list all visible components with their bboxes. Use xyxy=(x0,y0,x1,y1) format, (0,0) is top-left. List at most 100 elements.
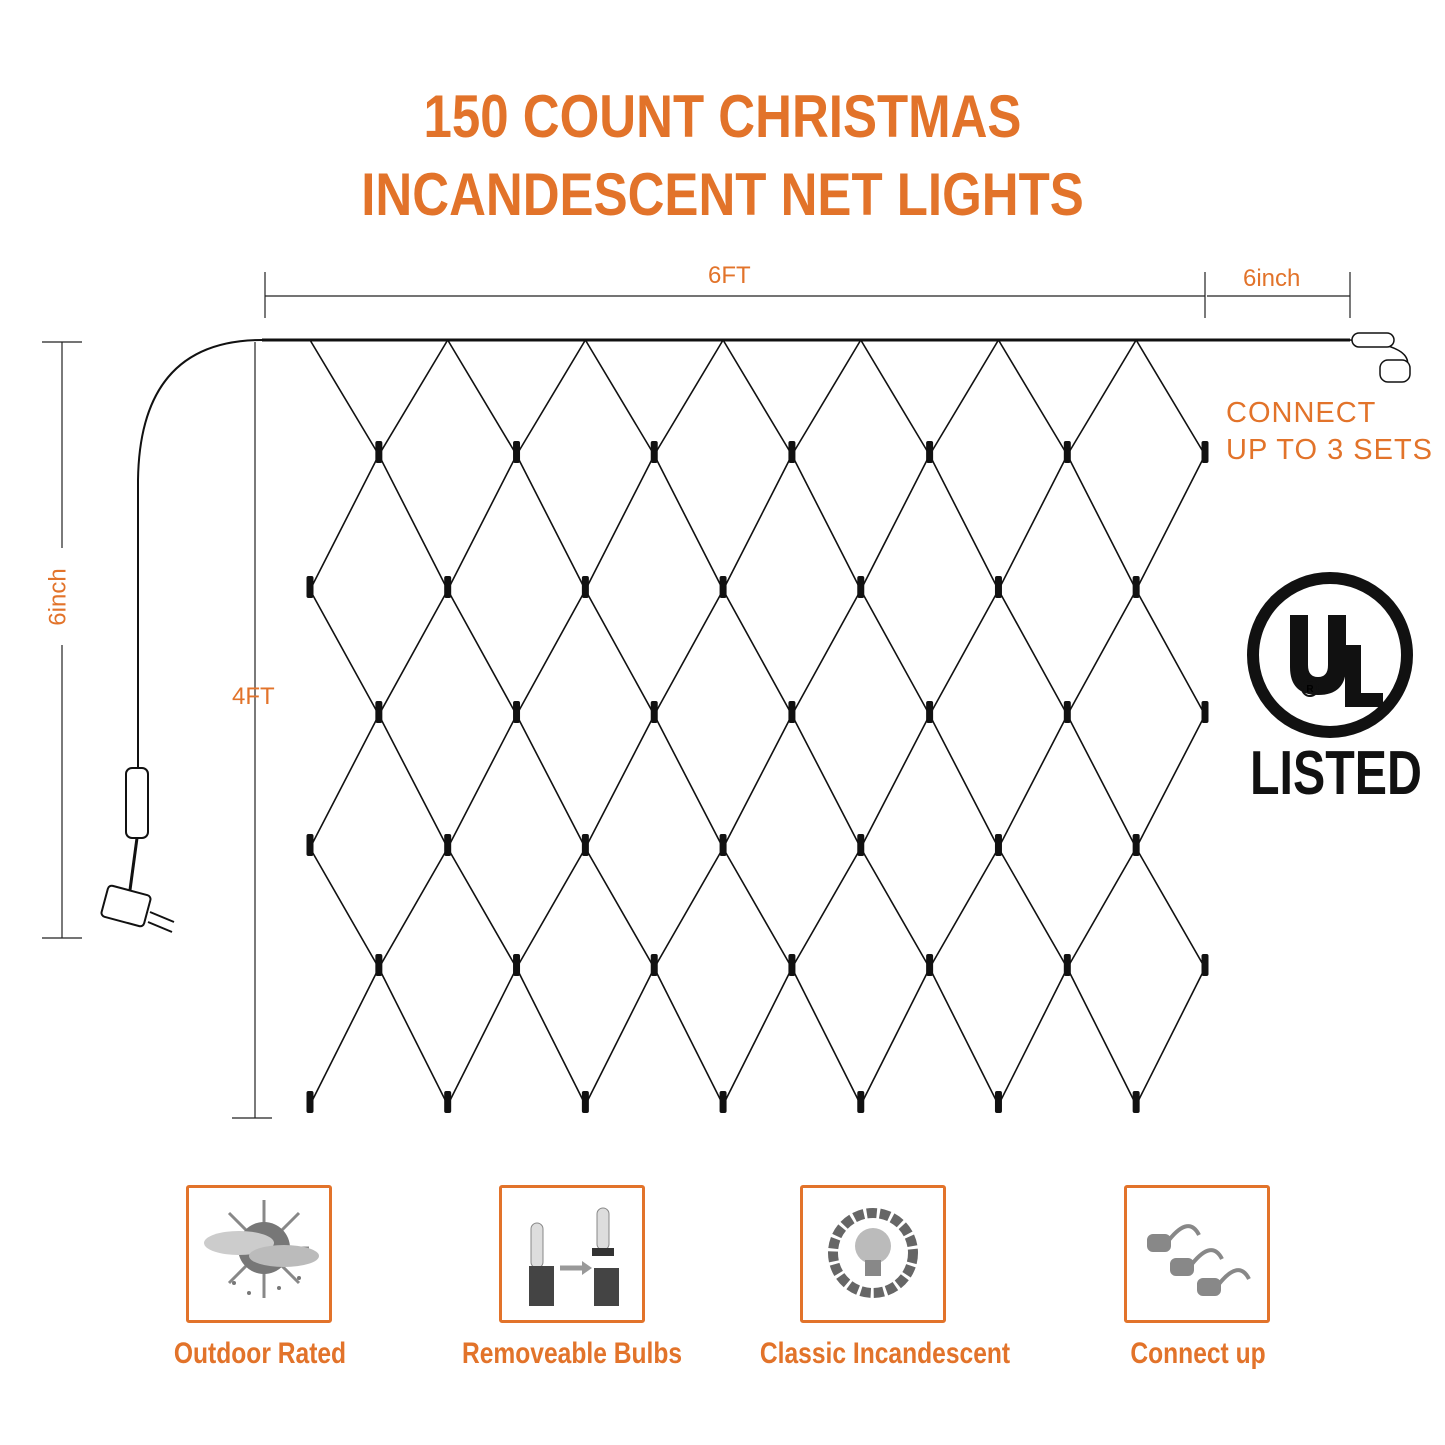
end-connector xyxy=(1351,332,1395,348)
bulb xyxy=(581,1091,589,1113)
lightbulb-icon xyxy=(828,1208,918,1298)
plug-cord xyxy=(128,837,139,891)
net-wire xyxy=(584,847,655,969)
net-wire xyxy=(860,847,931,969)
bulb xyxy=(650,441,658,463)
feature-classic-incandescent xyxy=(800,1185,946,1323)
net-wire xyxy=(515,714,587,849)
net-wire xyxy=(515,967,587,1106)
bulb xyxy=(857,576,865,598)
net-wire xyxy=(309,967,380,1106)
net-wire xyxy=(515,454,587,591)
bulb xyxy=(1063,441,1071,463)
bulb xyxy=(650,954,658,976)
bulb xyxy=(1132,1091,1140,1113)
bulb xyxy=(375,441,383,463)
feature-connect-up xyxy=(1124,1185,1270,1323)
net-wire xyxy=(446,589,518,716)
net-wire xyxy=(928,847,1000,969)
net-wire xyxy=(309,589,380,716)
bulb xyxy=(306,1091,314,1113)
net-wire xyxy=(584,967,655,1106)
title-line-2: INCANDESCENT NET LIGHTS xyxy=(361,161,1084,228)
height-dimension-label: 4FT xyxy=(232,683,275,710)
bulb xyxy=(375,701,383,723)
net-wire xyxy=(860,714,931,849)
female-plug-icon xyxy=(1379,359,1411,383)
bulb xyxy=(1132,576,1140,598)
feature-label-removeable-bulbs: Removeable Bulbs xyxy=(461,1337,683,1370)
net-wire xyxy=(722,454,793,591)
net-wire xyxy=(1135,847,1206,969)
net-wire xyxy=(653,847,724,969)
bulb xyxy=(788,441,796,463)
bulb xyxy=(857,834,865,856)
net-wire xyxy=(791,714,862,849)
bulb xyxy=(513,441,521,463)
net-wire xyxy=(928,714,1000,849)
net-wire xyxy=(1135,967,1206,1106)
net-wire xyxy=(515,847,587,969)
male-plug-icon xyxy=(100,884,152,928)
net-wire xyxy=(653,339,724,456)
inline-connector xyxy=(125,767,149,839)
bulb xyxy=(994,576,1002,598)
bulb xyxy=(1132,834,1140,856)
net-wire xyxy=(997,339,1068,456)
net-wire xyxy=(515,589,587,716)
bulb xyxy=(719,576,727,598)
bulb xyxy=(1063,954,1071,976)
svg-text:R: R xyxy=(1306,684,1314,695)
bulb xyxy=(926,954,934,976)
net-wire xyxy=(584,454,655,591)
net-wire xyxy=(860,589,931,716)
feature-label-outdoor-rated: Outdoor Rated xyxy=(173,1337,347,1370)
bulb xyxy=(581,576,589,598)
net-wire xyxy=(584,339,655,456)
net-wire xyxy=(378,967,449,1106)
net-wire xyxy=(997,967,1069,1106)
net-wire xyxy=(860,339,931,456)
connect-note-line-1: CONNECT xyxy=(1226,397,1377,429)
net-wire xyxy=(1066,967,1137,1106)
net-wire xyxy=(722,589,793,716)
net-wire xyxy=(928,967,1000,1106)
bulb xyxy=(306,834,314,856)
net-wire xyxy=(1066,714,1137,849)
bulb xyxy=(306,576,314,598)
title-line-1: 150 COUNT CHRISTMAS xyxy=(423,83,1022,150)
net-wire xyxy=(309,339,380,456)
net-wire xyxy=(997,589,1069,716)
net-wire xyxy=(309,454,380,591)
bulb xyxy=(513,954,521,976)
bulb xyxy=(1201,701,1209,723)
net-wire xyxy=(653,714,724,849)
net-wire xyxy=(515,339,587,456)
net-wire xyxy=(791,967,862,1106)
bulb xyxy=(1063,701,1071,723)
bulb xyxy=(375,954,383,976)
net-wire xyxy=(928,589,1000,716)
net-wire xyxy=(378,339,449,456)
weather-icon xyxy=(204,1200,319,1298)
bulb xyxy=(994,1091,1002,1113)
net-wire xyxy=(653,967,724,1106)
net-wire xyxy=(378,454,449,591)
net-wire xyxy=(653,454,724,591)
net-wire xyxy=(791,454,862,591)
cord-dimension-label: 6inch xyxy=(44,568,72,626)
net-wire xyxy=(309,847,380,969)
net-wire xyxy=(446,967,518,1106)
net-wire xyxy=(791,847,862,969)
width-dimension-label: 6FT xyxy=(708,262,751,289)
net-wire xyxy=(1066,589,1137,716)
net-wire xyxy=(1066,847,1137,969)
lead-cord xyxy=(137,339,263,770)
net-wire xyxy=(928,454,1000,591)
lead-dimension-label: 6inch xyxy=(1243,265,1301,292)
net-wire xyxy=(1135,454,1206,591)
net-wire xyxy=(446,454,518,591)
bulb xyxy=(650,701,658,723)
net-wire xyxy=(860,967,931,1106)
